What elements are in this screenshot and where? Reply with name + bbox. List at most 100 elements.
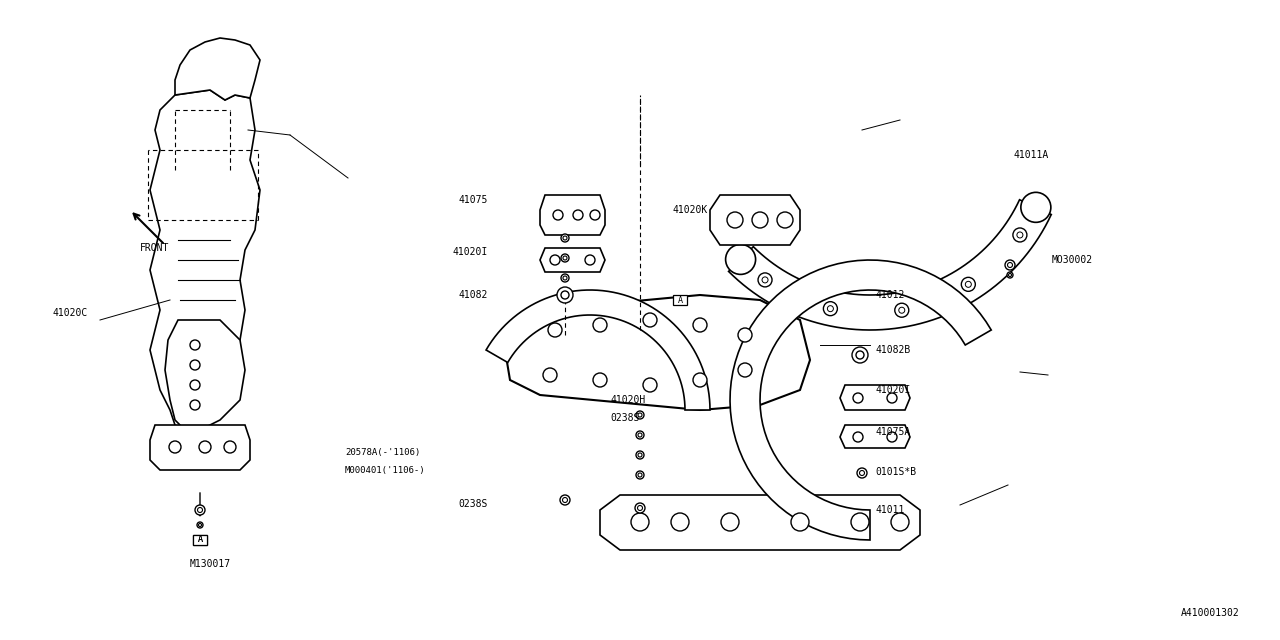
Circle shape — [189, 400, 200, 410]
Circle shape — [637, 453, 643, 457]
Circle shape — [859, 470, 864, 476]
Circle shape — [590, 210, 600, 220]
Circle shape — [762, 277, 768, 283]
Circle shape — [961, 277, 975, 291]
Circle shape — [593, 373, 607, 387]
Polygon shape — [728, 200, 1051, 330]
Circle shape — [1021, 193, 1051, 222]
Circle shape — [739, 363, 753, 377]
Circle shape — [550, 255, 561, 265]
Circle shape — [636, 451, 644, 459]
Circle shape — [852, 347, 868, 363]
Circle shape — [195, 505, 205, 515]
Circle shape — [585, 255, 595, 265]
Circle shape — [189, 360, 200, 370]
Circle shape — [671, 513, 689, 531]
Circle shape — [543, 368, 557, 382]
Circle shape — [777, 212, 794, 228]
Circle shape — [727, 212, 742, 228]
Text: 41082: 41082 — [458, 290, 488, 300]
Circle shape — [721, 513, 739, 531]
Polygon shape — [506, 295, 810, 410]
Circle shape — [851, 513, 869, 531]
Circle shape — [636, 471, 644, 479]
Circle shape — [852, 432, 863, 442]
Circle shape — [561, 291, 570, 299]
Circle shape — [899, 307, 905, 313]
Circle shape — [197, 522, 204, 528]
Text: 20578A(-'1106): 20578A(-'1106) — [346, 449, 420, 458]
Circle shape — [758, 273, 772, 287]
Circle shape — [791, 513, 809, 531]
Circle shape — [637, 433, 643, 437]
Circle shape — [224, 441, 236, 453]
Circle shape — [1007, 272, 1012, 278]
Circle shape — [1007, 262, 1012, 268]
Text: 41075: 41075 — [458, 195, 488, 205]
Circle shape — [561, 274, 570, 282]
Circle shape — [1016, 232, 1023, 238]
Circle shape — [561, 495, 570, 505]
Circle shape — [1005, 260, 1015, 270]
Text: 41011A: 41011A — [1012, 150, 1048, 160]
Polygon shape — [150, 90, 260, 430]
Circle shape — [169, 441, 180, 453]
Circle shape — [643, 378, 657, 392]
Circle shape — [189, 340, 200, 350]
Polygon shape — [486, 290, 710, 410]
Text: 41020C: 41020C — [52, 308, 88, 318]
Circle shape — [637, 413, 643, 417]
Polygon shape — [540, 248, 605, 272]
Circle shape — [631, 513, 649, 531]
Circle shape — [197, 508, 202, 513]
Circle shape — [856, 351, 864, 359]
Text: 41012: 41012 — [876, 290, 905, 300]
Text: A: A — [197, 536, 202, 545]
Circle shape — [895, 303, 909, 317]
Circle shape — [189, 380, 200, 390]
Circle shape — [1012, 228, 1027, 242]
Bar — [193, 535, 207, 545]
Circle shape — [891, 513, 909, 531]
Text: 41082B: 41082B — [876, 345, 910, 355]
Bar — [193, 535, 207, 545]
Circle shape — [561, 254, 570, 262]
Circle shape — [852, 393, 863, 403]
Circle shape — [823, 301, 837, 316]
Text: M000401('1106-): M000401('1106-) — [346, 465, 426, 474]
Circle shape — [562, 497, 567, 502]
Polygon shape — [840, 385, 910, 410]
Polygon shape — [150, 425, 250, 470]
Text: 41020I: 41020I — [453, 247, 488, 257]
Circle shape — [573, 210, 582, 220]
Polygon shape — [540, 195, 605, 235]
Text: 41020I: 41020I — [876, 385, 910, 395]
Text: A: A — [677, 296, 682, 305]
Circle shape — [198, 524, 201, 527]
Circle shape — [887, 432, 897, 442]
Circle shape — [561, 234, 570, 242]
Circle shape — [563, 236, 567, 240]
Circle shape — [692, 373, 707, 387]
Polygon shape — [840, 425, 910, 448]
Circle shape — [636, 411, 644, 419]
Circle shape — [636, 431, 644, 439]
Text: 41011: 41011 — [876, 505, 905, 515]
Polygon shape — [730, 260, 991, 540]
Circle shape — [637, 473, 643, 477]
Circle shape — [965, 282, 972, 287]
Circle shape — [887, 393, 897, 403]
Polygon shape — [175, 38, 260, 100]
Text: 0238S: 0238S — [611, 413, 640, 423]
Circle shape — [553, 210, 563, 220]
Circle shape — [593, 318, 607, 332]
Circle shape — [739, 328, 753, 342]
Circle shape — [858, 468, 867, 478]
Text: 0101S*B: 0101S*B — [876, 467, 916, 477]
Circle shape — [692, 318, 707, 332]
Circle shape — [563, 276, 567, 280]
Text: MO30002: MO30002 — [1052, 255, 1093, 265]
Text: 0238S: 0238S — [458, 499, 488, 509]
Polygon shape — [710, 195, 800, 245]
Text: 41020H: 41020H — [611, 395, 645, 405]
